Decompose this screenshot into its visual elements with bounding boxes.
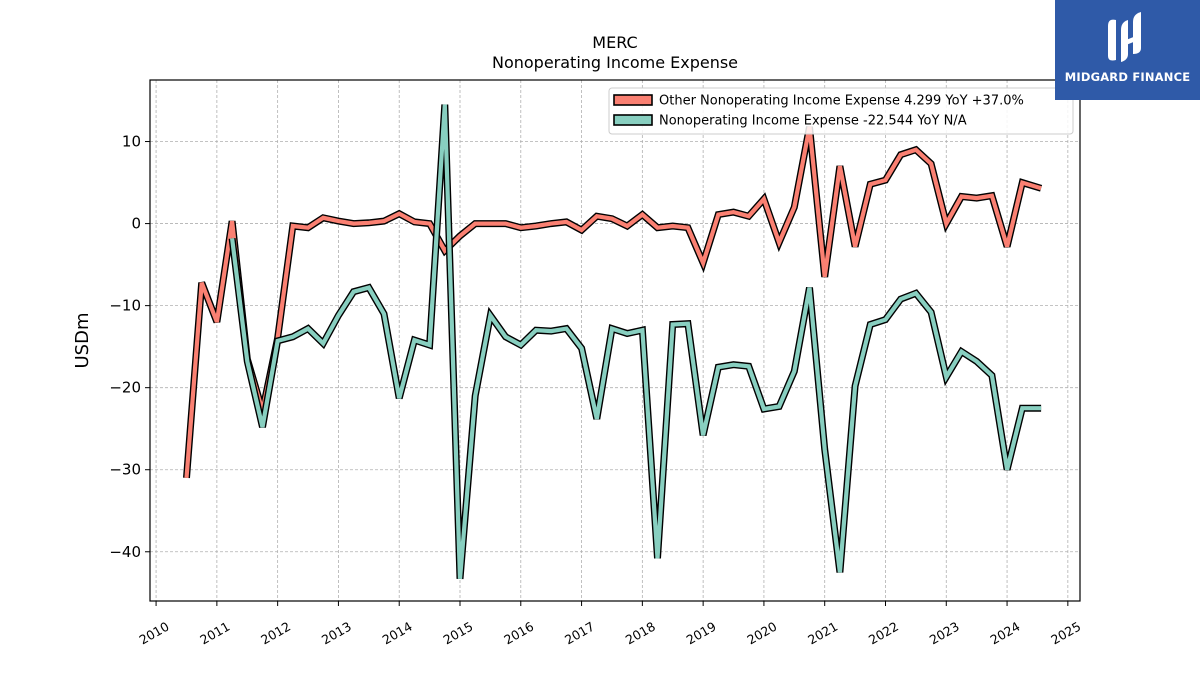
y-tick-label: −10 (109, 297, 141, 315)
chart-title: MERC (592, 33, 637, 52)
y-axis-label: USDm (72, 313, 93, 369)
plot-frame (149, 79, 1081, 602)
x-tick-label: 2019 (684, 619, 719, 648)
series-line-outline-1 (183, 126, 1043, 479)
x-tick-label: 2010 (137, 619, 172, 648)
x-tick-label: 2024 (988, 619, 1023, 648)
x-tick-label: 2023 (927, 619, 962, 648)
y-tick-label: −20 (109, 379, 141, 397)
x-tick-label: 2018 (623, 619, 658, 648)
x-axis: 2010 2011 2012 2013 2014 2015 2016 2017 2018 2019… (137, 601, 1083, 648)
legend: Other Nonoperating Income Expense 4.299 … (608, 87, 1074, 135)
series-line-2 (230, 104, 1042, 579)
x-tick-label: 2015 (440, 619, 475, 648)
midgard-logo-icon (1108, 12, 1141, 62)
x-tick-label: 2012 (258, 619, 293, 648)
x-tick-label: 2016 (501, 619, 536, 648)
x-tick-label: 2025 (1048, 619, 1083, 648)
y-tick-label: 10 (122, 133, 141, 151)
legend-swatch-1 (613, 94, 653, 106)
y-tick-label: −30 (109, 461, 141, 479)
brand-name: MIDGARD FINANCE (1064, 70, 1191, 84)
x-tick-label: 2020 (744, 619, 779, 648)
y-tick-label: −40 (109, 543, 141, 561)
y-tick-label: 0 (131, 215, 141, 233)
series-layer (183, 104, 1043, 580)
legend-box (608, 87, 1074, 135)
series-line-1 (184, 126, 1042, 479)
grid (150, 80, 1080, 601)
legend-label-1: Other Nonoperating Income Expense 4.299 … (659, 94, 1024, 109)
x-tick-label: 2021 (805, 619, 840, 648)
x-tick-label: 2011 (197, 619, 232, 648)
brand-logo: MIDGARD FINANCE (1055, 0, 1200, 100)
series-line-outline-2 (228, 104, 1042, 580)
x-tick-label: 2013 (319, 619, 354, 648)
x-tick-label: 2017 (562, 619, 597, 648)
legend-swatch-2 (613, 114, 653, 126)
x-tick-label: 2022 (866, 619, 901, 648)
y-axis: 10 0 −10 −20 −30 −40 (109, 133, 150, 561)
chart-subtitle: Nonoperating Income Expense (492, 53, 738, 72)
x-tick-label: 2014 (380, 619, 415, 648)
legend-label-2: Nonoperating Income Expense -22.544 YoY … (659, 114, 967, 129)
